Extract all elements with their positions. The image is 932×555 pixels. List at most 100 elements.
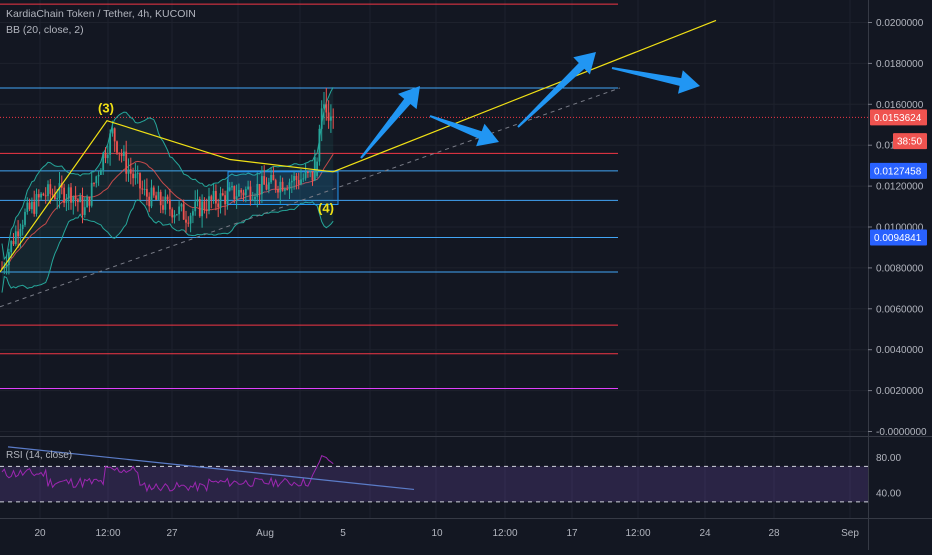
- candle-body: [47, 184, 49, 196]
- candle-body: [58, 183, 61, 199]
- candle: [300, 169, 302, 186]
- candle-body: [304, 171, 307, 179]
- candle: [17, 220, 19, 248]
- candle: [67, 184, 70, 211]
- candle-body: [235, 196, 238, 200]
- candle-body: [127, 169, 130, 174]
- candle: [88, 196, 91, 213]
- candle: [182, 199, 185, 220]
- candle-body: [118, 152, 121, 154]
- candle-body: [258, 184, 261, 195]
- candle: [205, 198, 208, 219]
- candle: [313, 149, 316, 182]
- candle-body: [132, 173, 134, 179]
- wave-path: [0, 119, 334, 273]
- candle: [146, 178, 148, 206]
- candle: [90, 172, 93, 208]
- candle-body: [88, 196, 91, 206]
- candle-body: [300, 179, 302, 185]
- candle: [97, 171, 100, 186]
- time-tick-label: 24: [699, 528, 711, 539]
- candle: [198, 196, 201, 218]
- candle: [150, 179, 153, 209]
- price-tick-label: 0.0180000: [876, 59, 924, 70]
- candle: [226, 179, 229, 210]
- candle-body: [166, 196, 169, 200]
- candle: [231, 181, 233, 191]
- candle-body: [226, 190, 229, 205]
- candle: [272, 166, 275, 181]
- candle-body: [24, 211, 26, 225]
- price-tick-label: 0.0200000: [876, 18, 924, 29]
- candle-body: [171, 209, 174, 218]
- candle: [129, 157, 132, 185]
- candle: [185, 210, 187, 233]
- candle-body: [155, 195, 157, 200]
- candle: [132, 167, 134, 187]
- price-badge-label: 0.0153624: [874, 113, 922, 124]
- candle-body: [63, 187, 65, 203]
- candle-body: [192, 211, 194, 216]
- candle: [70, 183, 72, 210]
- candle-body: [261, 176, 263, 195]
- price-badge: [893, 133, 927, 150]
- candle-body: [182, 204, 185, 220]
- candle-body: [79, 196, 82, 203]
- candle-body: [42, 193, 45, 196]
- candle: [134, 162, 137, 185]
- candle-body: [125, 151, 128, 174]
- candle: [267, 177, 270, 194]
- candle-body: [256, 184, 259, 197]
- candle: [35, 188, 38, 217]
- symbol-title[interactable]: KardiaChain Token / Tether, 4h, KUCOIN: [6, 8, 196, 20]
- candle: [37, 189, 40, 207]
- price-badge: [870, 162, 927, 179]
- candle: [192, 208, 194, 224]
- candle: [123, 145, 125, 162]
- candle-body: [281, 181, 284, 191]
- candle-body: [180, 204, 183, 207]
- candle-body: [263, 176, 266, 185]
- candle-body: [40, 193, 42, 198]
- candle: [49, 179, 52, 204]
- candle: [215, 184, 217, 211]
- candle: [180, 202, 183, 212]
- price-tick-label: -0.0000000: [876, 427, 927, 438]
- candle: [263, 165, 266, 185]
- candle: [44, 187, 47, 204]
- candle: [28, 198, 31, 212]
- rsi-label[interactable]: RSI (14, close): [6, 450, 73, 461]
- candle-body: [113, 128, 116, 142]
- candle: [302, 173, 305, 183]
- candle-body: [120, 153, 123, 157]
- candle: [330, 104, 332, 133]
- candle-body: [129, 169, 132, 174]
- candle-body: [231, 186, 233, 188]
- candle-body: [320, 108, 323, 129]
- candle: [33, 190, 36, 217]
- candle-body: [201, 201, 203, 217]
- candle: [311, 171, 314, 186]
- candle-body: [83, 207, 86, 215]
- time-tick-label: 12:00: [625, 528, 650, 539]
- candle: [14, 225, 17, 247]
- candle-body: [323, 104, 325, 109]
- candle-body: [290, 180, 293, 183]
- candle-body: [81, 196, 84, 215]
- candle: [307, 170, 309, 178]
- candle-body: [164, 196, 167, 210]
- candle-body: [194, 201, 197, 212]
- candle-body: [3, 267, 6, 269]
- indicator-label[interactable]: BB (20, close, 2): [6, 24, 84, 36]
- candle: [320, 100, 323, 142]
- candle: [106, 145, 109, 164]
- candle-body: [277, 188, 279, 193]
- candle-body: [316, 161, 318, 176]
- candle-body: [293, 175, 295, 181]
- wave-5-trendline: [332, 19, 717, 173]
- candle: [323, 92, 325, 125]
- candle: [261, 165, 263, 204]
- candle-body: [28, 202, 31, 210]
